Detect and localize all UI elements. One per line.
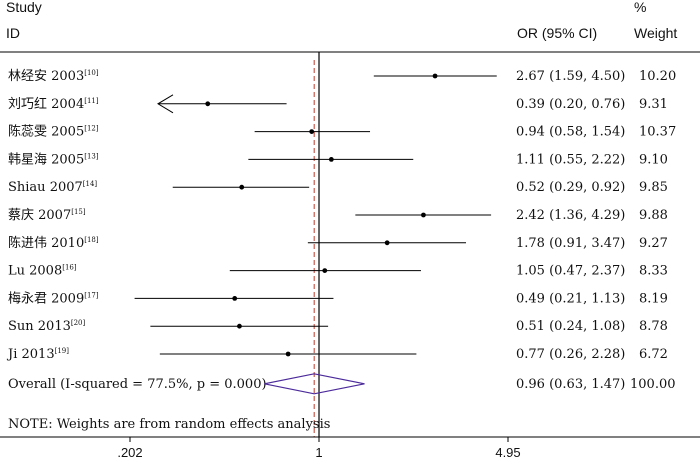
study-reference: [12] bbox=[84, 125, 99, 133]
point-estimate bbox=[328, 157, 334, 162]
x-tick-label: .202 bbox=[117, 445, 142, 460]
point-estimate bbox=[232, 296, 238, 301]
study-name: Sun 2013 bbox=[8, 319, 71, 334]
header-percent: % bbox=[634, 0, 646, 15]
header-weight: Weight bbox=[634, 25, 677, 41]
ci-text: 0.49 (0.21, 1.13) bbox=[516, 291, 625, 306]
study-reference: [11] bbox=[84, 97, 99, 105]
study-reference: [19] bbox=[55, 347, 70, 355]
ci-text: 2.67 (1.59, 4.50) bbox=[516, 69, 625, 84]
x-tick-label: 1 bbox=[315, 445, 322, 460]
study-label: Ji 2013[19] bbox=[6, 347, 69, 362]
overall-weight-text: 100.00 bbox=[630, 377, 676, 392]
study-name: 陈进伟 2010 bbox=[8, 235, 84, 251]
weight-text: 6.72 bbox=[639, 347, 668, 362]
study-reference: [10] bbox=[84, 69, 99, 77]
ci-text: 1.05 (0.47, 2.37) bbox=[516, 264, 625, 279]
study-label: 林经安 2003[10] bbox=[8, 69, 99, 84]
study-reference: [14] bbox=[83, 180, 98, 188]
ci-text: 2.42 (1.36, 4.29) bbox=[516, 208, 625, 223]
study-name: 林经安 2003 bbox=[8, 69, 84, 84]
x-tick-label: 4.95 bbox=[495, 445, 520, 460]
ci-text: 0.51 (0.24, 1.08) bbox=[516, 319, 625, 334]
study-reference: [17] bbox=[84, 291, 99, 299]
weight-text: 9.10 bbox=[639, 152, 668, 167]
weight-text: 8.19 bbox=[639, 291, 668, 306]
study-label: Sun 2013[20] bbox=[8, 319, 86, 334]
study-label: 刘巧红 2004[11] bbox=[8, 96, 99, 112]
ci-text: 0.39 (0.20, 0.76) bbox=[516, 97, 625, 112]
study-label: 陈蕊雯 2005[12] bbox=[8, 124, 99, 140]
study-reference: [16] bbox=[62, 264, 77, 272]
header-study: Study bbox=[6, 0, 42, 15]
study-name: Shiau 2007 bbox=[8, 180, 83, 195]
point-estimate bbox=[205, 101, 211, 107]
header-or: OR (95% CI) bbox=[517, 25, 597, 41]
header-id: ID bbox=[6, 25, 20, 41]
ci-text: 0.77 (0.26, 2.28) bbox=[516, 347, 625, 362]
ci-arrow-left bbox=[157, 94, 174, 114]
study-name: 梅永君 2009 bbox=[8, 291, 84, 306]
weight-text: 9.27 bbox=[639, 236, 668, 251]
study-reference: [13] bbox=[84, 152, 99, 160]
study-name: Ji 2013 bbox=[6, 347, 55, 362]
study-label: 韩星海 2005[13] bbox=[8, 152, 99, 167]
point-estimate bbox=[432, 73, 438, 79]
point-estimate bbox=[285, 351, 291, 357]
ci-text: 0.52 (0.29, 0.92) bbox=[516, 180, 625, 195]
study-label: 梅永君 2009[17] bbox=[8, 291, 99, 306]
point-estimate bbox=[421, 212, 426, 218]
point-estimate bbox=[322, 268, 328, 273]
point-estimate bbox=[237, 323, 242, 329]
point-estimate bbox=[309, 129, 315, 135]
study-reference: [18] bbox=[84, 236, 99, 244]
overall-ci-text: 0.96 (0.63, 1.47) bbox=[516, 377, 625, 392]
study-name: 蔡庆 2007 bbox=[8, 208, 71, 223]
weight-text: 10.20 bbox=[639, 69, 676, 84]
weight-text: 9.85 bbox=[639, 180, 668, 195]
x-axis: .202 1 4.95 bbox=[0, 436, 700, 460]
weight-text: 8.33 bbox=[639, 264, 668, 279]
study-name: 韩星海 2005 bbox=[8, 152, 84, 167]
study-label: 蔡庆 2007[15] bbox=[8, 208, 86, 223]
study-label: Lu 2008[16] bbox=[8, 264, 77, 279]
weight-text: 8.78 bbox=[639, 319, 668, 334]
point-estimate bbox=[239, 184, 245, 190]
overall-diamond bbox=[264, 373, 365, 395]
study-name: 陈蕊雯 2005 bbox=[8, 124, 84, 140]
study-reference: [20] bbox=[71, 319, 86, 327]
footnote: NOTE: Weights are from random effects an… bbox=[8, 417, 330, 432]
weight-text: 9.31 bbox=[639, 97, 668, 112]
study-reference: [15] bbox=[71, 208, 86, 216]
study-rows: 林经安 2003[10] 2.67 (1.59, 4.50) 10.20 刘巧红 20… bbox=[6, 52, 676, 437]
weight-text: 9.88 bbox=[639, 208, 668, 223]
point-estimate bbox=[384, 240, 390, 246]
weight-text: 10.37 bbox=[639, 125, 676, 140]
overall-label: Overall (I-squared = 77.5%, p = 0.000) bbox=[8, 377, 267, 392]
study-name: Lu 2008 bbox=[8, 264, 62, 279]
study-label: Shiau 2007[14] bbox=[8, 180, 97, 195]
study-label: 陈进伟 2010[18] bbox=[8, 235, 99, 251]
ci-text: 1.78 (0.91, 3.47) bbox=[516, 236, 625, 251]
study-name: 刘巧红 2004 bbox=[8, 96, 84, 112]
ci-text: 1.11 (0.55, 2.22) bbox=[516, 152, 625, 167]
ci-text: 0.94 (0.58, 1.54) bbox=[516, 125, 625, 140]
